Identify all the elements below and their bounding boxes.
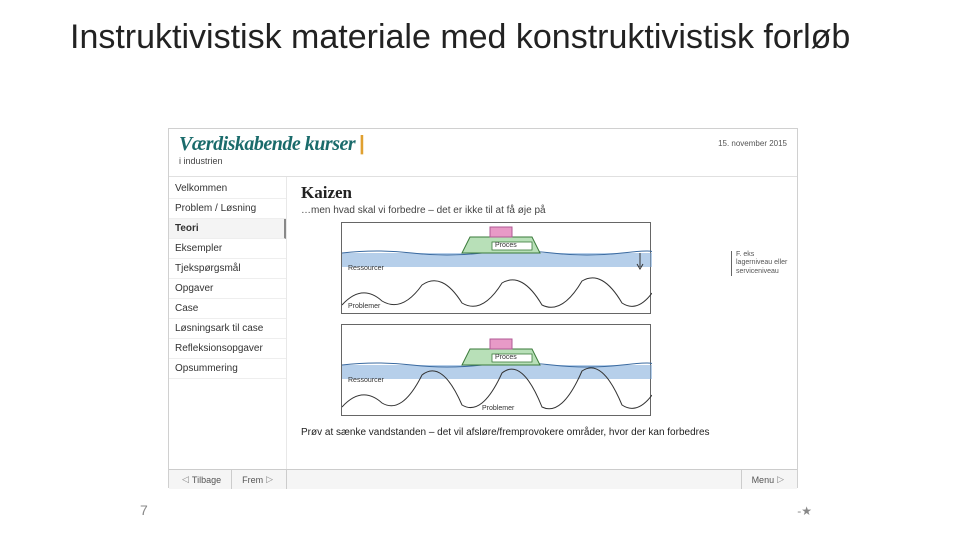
logo-bar-icon: | — [359, 133, 365, 155]
diagram-high-water: Proces Ressourcer Problemer — [341, 222, 651, 314]
diagram2-problems-label: Problemer — [482, 405, 514, 412]
chevron-right-icon: ▷ — [266, 474, 273, 485]
sidebar-item-refleksion[interactable]: Refleksionsopgaver — [169, 339, 286, 359]
logo-subtitle: i industrien — [179, 156, 365, 166]
diagram1-ship-label: Proces — [495, 242, 517, 249]
sidebar-item-opgaver[interactable]: Opgaver — [169, 279, 286, 299]
sidebar-item-teori[interactable]: Teori — [169, 219, 286, 239]
chevron-right-icon: ▷ — [777, 474, 784, 485]
app-header: Værdiskabende kurser| i industrien 15. n… — [169, 129, 797, 177]
forward-label: Frem — [242, 475, 263, 485]
menu-label: Menu — [752, 475, 775, 485]
diagram2-resources-label: Ressourcer — [348, 377, 384, 384]
diagram-low-water: Proces Ressourcer Problemer — [341, 324, 651, 416]
content-subtitle: …men hvad skal vi forbedre – det er ikke… — [301, 205, 783, 216]
sidebar-item-eksempler[interactable]: Eksempler — [169, 239, 286, 259]
side-note: F. eks lagerniveau eller serviceniveau — [731, 251, 791, 276]
star-icon: -★ — [797, 504, 812, 518]
diagram2-ship-label: Proces — [495, 354, 517, 361]
sidebar-item-problem[interactable]: Problem / Løsning — [169, 199, 286, 219]
back-label: Tilbage — [192, 475, 221, 485]
embedded-screenshot: Værdiskabende kurser| i industrien 15. n… — [168, 128, 798, 488]
content-footer-text: Prøv at sænke vandstanden – det vil afsl… — [301, 426, 783, 439]
menu-button[interactable]: Menu ▷ — [741, 470, 797, 489]
sidebar-item-tjeksporgsmal[interactable]: Tjekspørgsmål — [169, 259, 286, 279]
chevron-left-icon: ◁ — [182, 474, 189, 485]
back-button[interactable]: ◁ Tilbage — [169, 470, 232, 489]
sidebar-item-opsummering[interactable]: Opsummering — [169, 359, 286, 379]
slide-number: 7 — [140, 502, 148, 518]
content-title: Kaizen — [301, 183, 783, 203]
diagram1-problems-label: Problemer — [348, 303, 380, 310]
slide-title: Instruktivistisk materiale med konstrukt… — [70, 18, 890, 57]
diagram1-resources-label: Ressourcer — [348, 265, 384, 272]
logo-main-text: Værdiskabende kurser — [179, 133, 355, 155]
sidebar: Velkommen Problem / Løsning Teori Eksemp… — [169, 177, 287, 469]
sidebar-item-losningsark[interactable]: Løsningsark til case — [169, 319, 286, 339]
forward-button[interactable]: Frem ▷ — [232, 470, 287, 489]
content-area: Kaizen …men hvad skal vi forbedre – det … — [287, 177, 797, 469]
sidebar-item-case[interactable]: Case — [169, 299, 286, 319]
logo: Værdiskabende kurser| i industrien — [179, 133, 365, 166]
sidebar-item-velkommen[interactable]: Velkommen — [169, 179, 286, 199]
footer-bar: ◁ Tilbage Frem ▷ Menu ▷ — [169, 469, 797, 489]
header-date: 15. november 2015 — [718, 139, 787, 148]
